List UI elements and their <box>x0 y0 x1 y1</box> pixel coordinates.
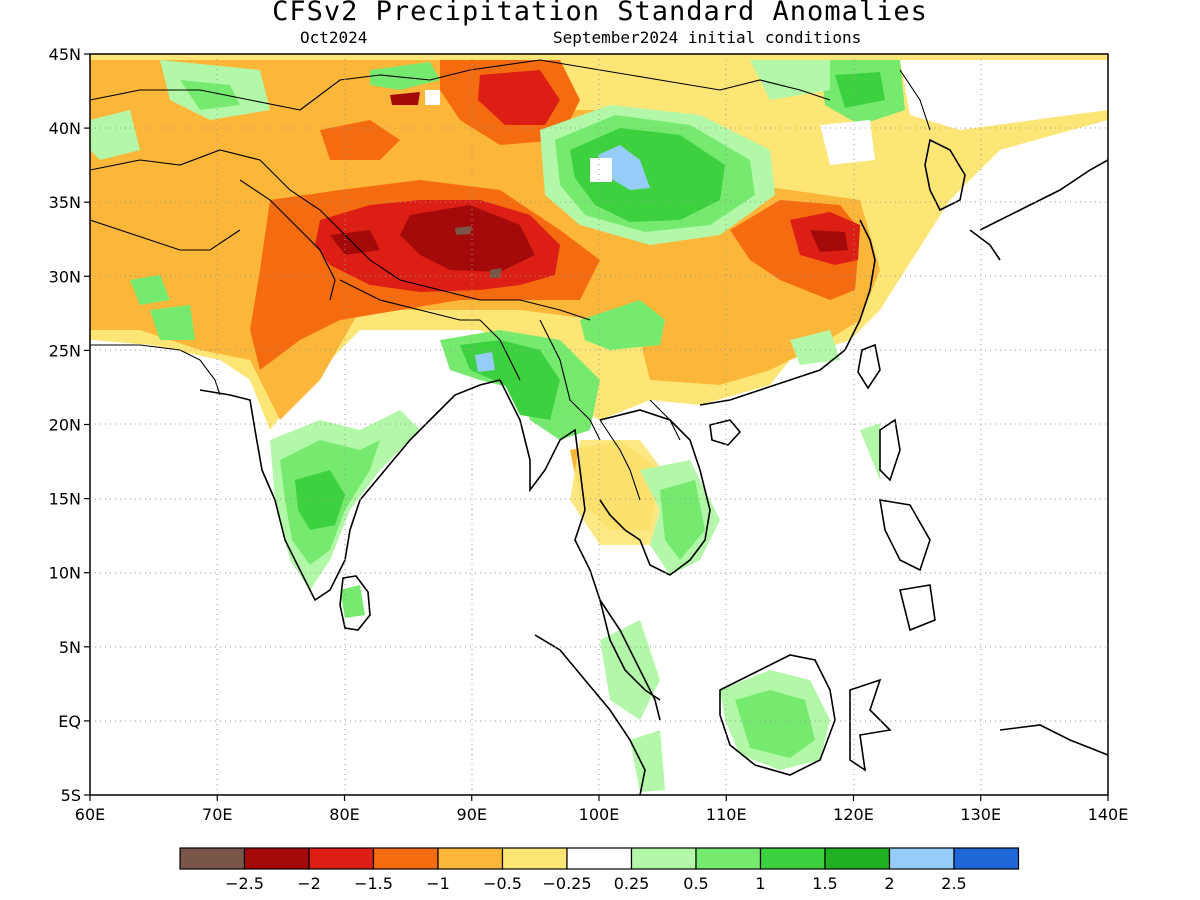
lon-tick-label: 70E <box>202 805 232 824</box>
lat-tick-label: 15N <box>49 490 81 509</box>
lon-tick-label: 80E <box>329 805 359 824</box>
anomaly-field <box>90 54 1108 795</box>
lon-tick-label: 140E <box>1088 805 1129 824</box>
lon-tick-label: 130E <box>960 805 1001 824</box>
axis-ticks <box>84 53 1109 801</box>
lat-tick-label: 30N <box>49 267 81 286</box>
colorbar-label: −0.5 <box>483 874 522 893</box>
colorbar-label: −1.5 <box>354 874 393 893</box>
colorbar-label: −2.5 <box>225 874 264 893</box>
colorbar-label: 0.5 <box>683 874 708 893</box>
colorbar-swatch <box>888 847 955 870</box>
coastlines <box>199 138 1108 795</box>
lat-tick-label: EQ <box>58 712 81 731</box>
colorbar-label: −2 <box>297 874 321 893</box>
map-title: CFSv2 Precipitation Standard Anomalies <box>272 0 928 27</box>
colorbar-swatch <box>372 847 439 870</box>
initial-conditions: September2024 initial conditions <box>553 28 862 47</box>
colorbar-swatch <box>179 847 246 870</box>
lat-tick-label: 5N <box>59 638 81 657</box>
colorbar-label: −1 <box>426 874 450 893</box>
lon-tick-label: 60E <box>75 805 105 824</box>
lon-tick-label: 120E <box>833 805 874 824</box>
colorbar-labels: −2.5 −2 −1.5 −1 −0.5 −0.25 0.25 0.5 1 1.5 2 2.5 <box>225 874 967 893</box>
lat-tick-label: 20N <box>49 416 81 435</box>
lat-tick-label: 25N <box>49 341 81 360</box>
colorbar-swatch <box>566 847 633 870</box>
colorbar-swatch <box>630 847 697 870</box>
lat-tick-label: 35N <box>49 193 81 212</box>
latitude-labels: 45N 40N 35N 30N 25N 20N 15N 10N 5N EQ 5S <box>49 45 81 805</box>
colorbar-label: 0.25 <box>614 874 650 893</box>
colorbar-swatch <box>953 847 1020 870</box>
colorbar-swatch <box>308 847 375 870</box>
lon-tick-label: 90E <box>457 805 487 824</box>
gridlines <box>90 54 1108 795</box>
lat-tick-label: 40N <box>49 119 81 138</box>
colorbar-label: 2 <box>884 874 894 893</box>
colorbar-label: −0.25 <box>542 874 591 893</box>
colorbar-swatch <box>437 847 504 870</box>
colorbar-swatch <box>824 847 891 870</box>
lon-tick-label: 110E <box>706 805 747 824</box>
lat-tick-label: 10N <box>49 564 81 583</box>
lat-tick-label: 5S <box>61 786 81 805</box>
colorbar-swatch <box>759 847 826 870</box>
colorbar-label: 1.5 <box>812 874 837 893</box>
longitude-labels: 60E 70E 80E 90E 100E 110E 120E 130E 140E <box>75 805 1129 824</box>
colorbar-swatch <box>501 847 568 870</box>
lat-tick-label: 45N <box>49 45 81 64</box>
forecast-month: Oct2024 <box>300 28 368 47</box>
lon-tick-label: 100E <box>579 805 620 824</box>
colorbar-label: 2.5 <box>941 874 966 893</box>
colorbar <box>179 847 1020 870</box>
colorbar-label: 1 <box>755 874 765 893</box>
colorbar-swatch <box>243 847 310 870</box>
colorbar-swatch <box>695 847 762 870</box>
